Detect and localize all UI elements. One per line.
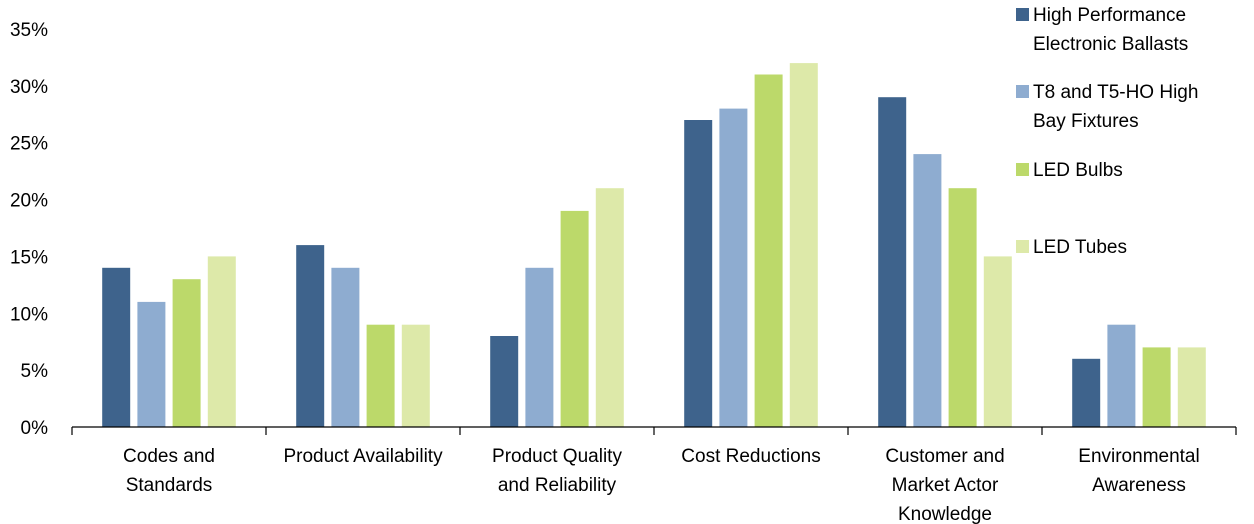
bar (789, 63, 818, 427)
bar (102, 267, 131, 427)
category-labels: Codes and Standards Product Availability Pr… (123, 446, 1200, 524)
legend-label: LED Tubes (1033, 237, 1127, 258)
y-tick-label: 35% (10, 20, 48, 41)
bar (1177, 347, 1206, 427)
y-tick-label: 20% (10, 191, 48, 212)
y-tick-label: 15% (10, 247, 48, 268)
category-label: Codes and Standards (123, 446, 215, 496)
legend-label: T8 and T5-HO High Bay Fixtures (1033, 82, 1198, 132)
legend-item: LED Bulbs (1016, 160, 1123, 181)
legend-swatch (1016, 163, 1029, 176)
bar (296, 245, 325, 427)
bar (1072, 358, 1101, 427)
bar (172, 279, 201, 427)
legend-swatch (1016, 8, 1029, 21)
bar (331, 267, 360, 427)
category-label: Product Quality and Reliability (492, 446, 622, 496)
category-label: Environmental Awareness (1078, 446, 1199, 496)
legend-label: High Performance Electronic Ballasts (1033, 5, 1188, 55)
y-axis-ticks: 0% 5% 10% 15% 20% 25% 30% 35% (10, 20, 48, 439)
bar (878, 97, 907, 427)
category-label: Product Availability (283, 446, 443, 467)
bar (525, 267, 554, 427)
legend-swatch (1016, 85, 1029, 98)
bar (595, 188, 624, 427)
bar (684, 120, 713, 427)
legend-item: T8 and T5-HO High Bay Fixtures (1016, 82, 1198, 132)
bar (207, 256, 236, 427)
bar (754, 74, 783, 427)
y-tick-label: 0% (21, 418, 49, 439)
bar (913, 154, 942, 427)
y-tick-label: 5% (21, 361, 49, 382)
y-tick-label: 25% (10, 134, 48, 155)
y-tick-label: 30% (10, 77, 48, 98)
legend-item: LED Tubes (1016, 237, 1127, 258)
legend: High Performance Electronic Ballasts T8 an… (1016, 5, 1198, 258)
bar (1107, 324, 1136, 427)
bar (719, 108, 748, 427)
bar (983, 256, 1012, 427)
bar (366, 324, 395, 427)
bars (102, 63, 1206, 427)
legend-label: LED Bulbs (1033, 160, 1123, 181)
legend-item: High Performance Electronic Ballasts (1016, 5, 1188, 55)
bar (1142, 347, 1171, 427)
category-label: Customer and Market Actor Knowledge (885, 446, 1004, 524)
legend-swatch (1016, 240, 1029, 253)
bar (401, 324, 430, 427)
bar (948, 188, 977, 427)
category-label: Cost Reductions (681, 446, 820, 467)
y-tick-label: 10% (10, 304, 48, 325)
bar (137, 301, 166, 427)
bar (560, 210, 589, 427)
bar (490, 336, 519, 427)
x-axis-ticks (71, 427, 1237, 435)
